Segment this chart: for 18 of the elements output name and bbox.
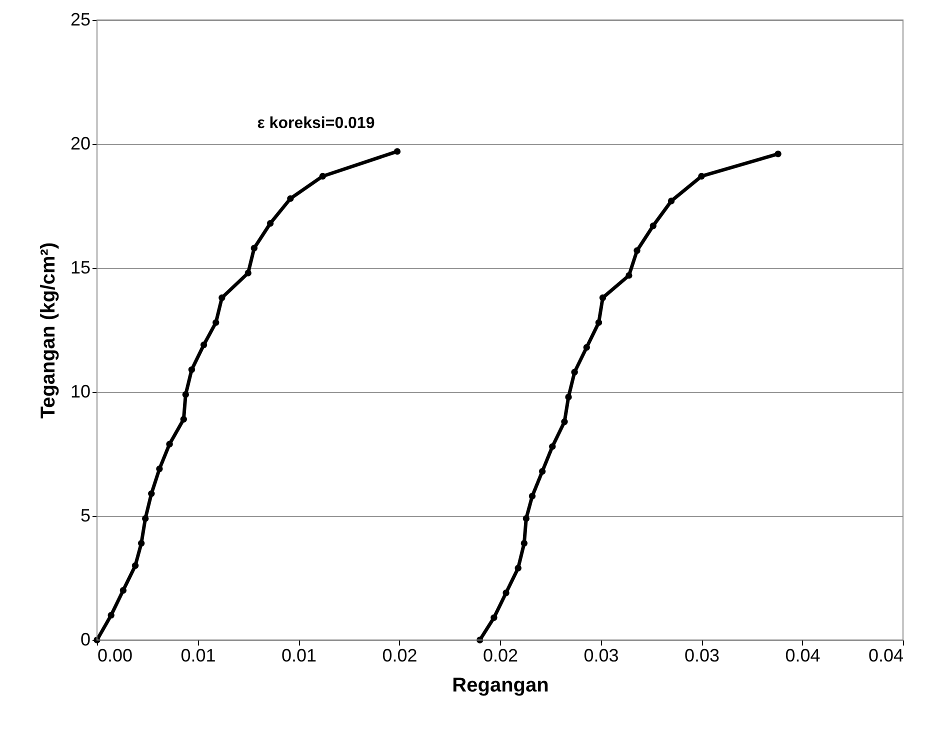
x-tick-label: 0.04 [785, 646, 820, 666]
y-tick-label: 25 [70, 10, 90, 30]
y-tick-label: 0 [80, 630, 90, 650]
y-axis-title: Tegangan (kg/cm²) [37, 242, 60, 419]
x-axis-title: Regangan [452, 674, 549, 696]
y-tick-label: 10 [70, 382, 90, 402]
y-tick-label: 20 [70, 134, 90, 154]
x-tick-label: 0.00 [98, 646, 133, 666]
x-tick-label: 0.04 [868, 646, 904, 666]
x-tick-label: 0.03 [584, 646, 619, 666]
x-tick-label: 0.01 [281, 646, 317, 666]
y-tick-label: 5 [80, 506, 90, 526]
x-tick-label: 0.02 [482, 646, 518, 666]
annotation: ε koreksi=0.019 [257, 115, 375, 132]
x-tick-label: 0.02 [382, 646, 418, 666]
y-tick-label: 15 [70, 258, 90, 278]
x-tick-label: 0.03 [684, 646, 720, 666]
x-tick-label: 0.01 [180, 646, 216, 666]
